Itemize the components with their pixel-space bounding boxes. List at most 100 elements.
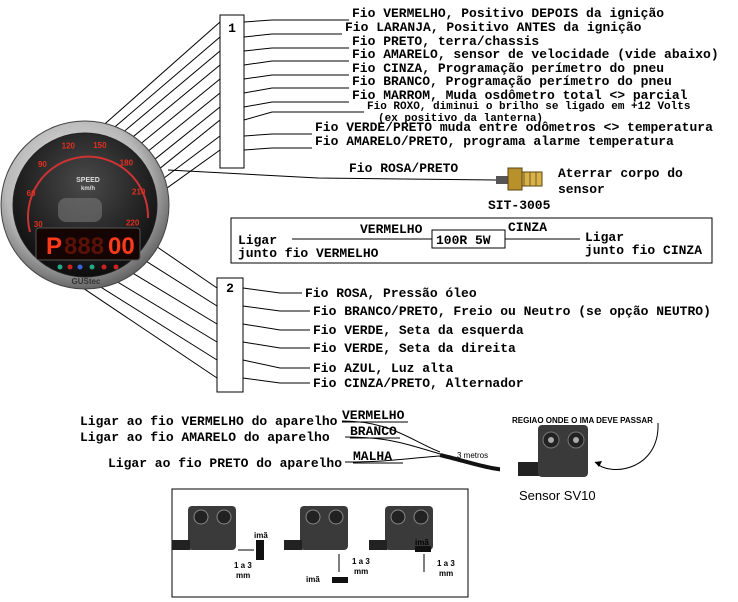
wire [242, 341, 310, 349]
dial-number: 30 [34, 220, 43, 229]
gauge-unit: km/h [81, 186, 95, 192]
wire-color: VERMELHO [360, 222, 423, 237]
region: REGIAO ONDE O IMA DEVE PASSAR [512, 416, 653, 425]
wire [143, 259, 218, 307]
wire-note: (ex positivo da lanterna) [378, 113, 543, 125]
wire [243, 101, 349, 108]
cable [284, 540, 302, 550]
wire [129, 64, 221, 140]
wire [243, 111, 364, 121]
wire [129, 270, 218, 325]
wire-label: Fio LARANJA, Positivo ANTES da ignição [345, 20, 642, 35]
cable [172, 540, 190, 550]
wire-label: Fio MARROM, Muda osdômetro total <> parc… [352, 88, 688, 103]
wire-label: Fio VERDE/PRETO muda entre odômetros <> … [315, 120, 713, 135]
wire [145, 92, 221, 154]
gauge-labels: SPEED km/h GUStec P 888 00 30 60 90 120 150 1… [27, 141, 146, 286]
wire-label: Fio BRANCO, Programação perímetro do pne… [352, 74, 672, 89]
gauge [0, 120, 170, 290]
wire-label: Fio ROSA, Pressão óleo [305, 286, 477, 301]
resistor-note: Ligar [585, 230, 624, 245]
sensor-eye [193, 509, 209, 525]
wire [242, 287, 302, 294]
wire-color: CINZA [508, 220, 547, 235]
resistor-value: 100R 5W [436, 233, 491, 248]
wire [243, 60, 349, 66]
resistor-note: Ligar [238, 233, 277, 248]
wire [243, 133, 312, 137]
wire [243, 147, 312, 151]
wire-label: Fio ROSA/PRETO [349, 161, 458, 176]
wire [163, 149, 221, 191]
instruction: Ligar ao fio AMARELO do aparelho [80, 430, 330, 445]
speed-sensor [341, 410, 660, 482]
connector-label: 2 [226, 281, 234, 296]
wire-color: BRANCO [350, 424, 397, 439]
dial-number: 90 [38, 160, 47, 169]
wire-label: Fio AZUL, Luz alta [313, 361, 454, 376]
magnet-label: imã [306, 575, 320, 584]
sensor-eye [216, 509, 232, 525]
wire-label: Fio PRETO, terra/chassis [352, 34, 539, 49]
temp-sensor [496, 167, 543, 191]
dial-number: 220 [126, 218, 140, 227]
sensor-note: sensor [558, 182, 605, 197]
gap-label: 1 a 3 [234, 561, 252, 570]
magnet [332, 577, 348, 583]
wire-label: Fio ROXO, diminui o brilho se ligado em … [367, 101, 690, 113]
wire [242, 323, 310, 331]
wire [153, 244, 218, 289]
wire [167, 169, 497, 181]
instruction: Ligar ao fio VERMELHO do aparelho [80, 414, 338, 429]
sensor-name: Sensor SV10 [519, 488, 596, 503]
wire [156, 119, 221, 171]
instruction: Ligar ao fio PRETO do aparelho [108, 456, 342, 471]
wire-label: Fio BRANCO/PRETO, Freio ou Neutro (se op… [313, 304, 711, 319]
gap-unit: mm [236, 571, 250, 580]
dial-number: 60 [27, 189, 36, 198]
wire [243, 87, 349, 94]
dial-number: 210 [132, 187, 146, 196]
wire [242, 377, 310, 384]
gap-unit: mm [439, 569, 453, 578]
wire [111, 36, 221, 130]
wire-label: Fio CINZA, Programação perímetro do pneu [352, 61, 664, 76]
sensor-note: Aterrar corpo do [558, 166, 683, 181]
gap-label: 1 a 3 [437, 559, 455, 568]
resistor [431, 229, 506, 249]
gauge-brand: GUStec [72, 277, 101, 286]
wire-label: Fio CINZA/PRETO, Alternador [313, 376, 524, 391]
wire [120, 50, 221, 135]
wire [242, 305, 310, 312]
wire [113, 279, 218, 343]
sensor-eye [328, 509, 344, 525]
wire [101, 21, 221, 128]
wire-label: Fio AMARELO/PRETO, programa alarme tempe… [315, 134, 674, 149]
display-value: 00 [108, 233, 135, 260]
sensor-eye [305, 509, 321, 525]
dial-number: 120 [62, 142, 76, 151]
connector-1 [219, 14, 245, 169]
wire-color: MALHA [353, 449, 392, 464]
connector-2 [216, 277, 244, 393]
wire-color: VERMELHO [342, 408, 405, 423]
dial-number: 180 [120, 158, 134, 167]
magnet [415, 546, 431, 552]
sensor-eye [413, 509, 429, 525]
wire-label: Fio AMARELO, sensor de velocidade (vide … [352, 47, 719, 62]
display-digits: 888 [64, 233, 104, 260]
wire [243, 19, 349, 23]
display-mode: P [46, 233, 62, 260]
wire-label: Fio VERDE, Seta da esquerda [313, 323, 524, 338]
sensor-model: SIT-3005 [488, 198, 551, 213]
wire [138, 78, 221, 146]
wire [243, 33, 342, 38]
wire [243, 47, 349, 52]
wire [242, 359, 310, 369]
wire [160, 135, 221, 181]
gap-label: 1 a 3 [352, 557, 370, 566]
magnet [256, 540, 264, 560]
resistor-note: junto fio VERMELHO [238, 246, 379, 261]
